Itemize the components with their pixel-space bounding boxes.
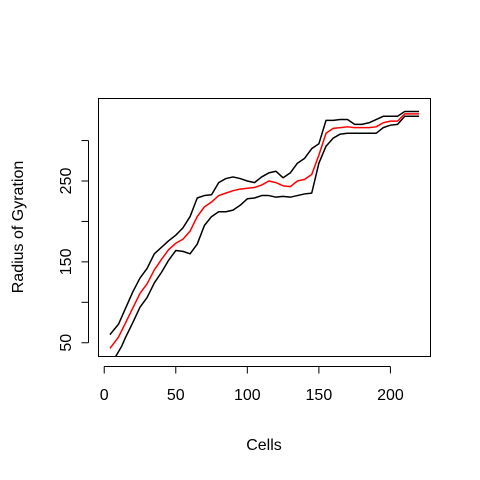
x-tick-label: 50 — [167, 387, 185, 404]
y-tick-label: 50 — [58, 334, 75, 352]
series-layer — [109, 110, 420, 357]
series-line-lower — [115, 115, 420, 357]
x-axis-label: Cells — [246, 437, 282, 454]
series-line-upper — [109, 110, 420, 336]
y-axis: 50 150 250 — [58, 140, 89, 352]
x-tick-label: 200 — [377, 387, 404, 404]
series-line-mean — [109, 113, 420, 349]
plot-frame — [98, 98, 431, 357]
y-axis-label: Radius of Gyration — [10, 161, 27, 294]
x-axis: 0 50 100 150 200 — [100, 366, 404, 404]
y-tick-label: 150 — [58, 248, 75, 275]
x-tick-label: 100 — [234, 387, 261, 404]
x-tick-label: 150 — [306, 387, 333, 404]
x-tick-label: 0 — [100, 387, 109, 404]
y-tick-label: 250 — [58, 168, 75, 195]
